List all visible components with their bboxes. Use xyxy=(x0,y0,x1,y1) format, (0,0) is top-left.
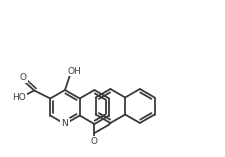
Text: HO: HO xyxy=(12,93,26,102)
Text: O: O xyxy=(91,136,98,146)
Text: OH: OH xyxy=(67,67,81,76)
Text: O: O xyxy=(20,73,27,82)
Text: N: N xyxy=(62,119,68,128)
